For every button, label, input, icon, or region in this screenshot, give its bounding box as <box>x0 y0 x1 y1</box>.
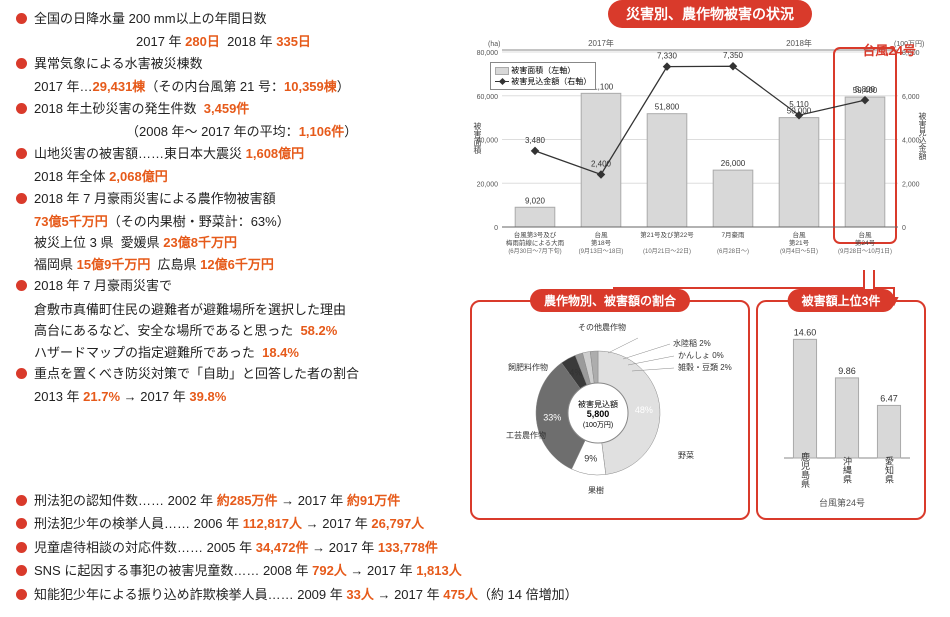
svg-text:工芸農作物: 工芸農作物 <box>506 430 546 440</box>
svg-text:第24号: 第24号 <box>855 238 876 247</box>
svg-text:野菜: 野菜 <box>678 450 694 460</box>
stat-item: 知能犯少年による振り込め詐欺検挙人員…… 2009 年 33人 → 2017 年… <box>16 584 936 605</box>
svg-text:48%: 48% <box>635 405 653 415</box>
svg-text:水陸稲 2%: 水陸稲 2% <box>673 338 711 348</box>
svg-text:被害見込額: 被害見込額 <box>578 399 618 409</box>
chart-legend: 被害面積（左軸） 被害見込金額（右軸） <box>490 62 596 90</box>
stat-item: 2018 年 7 月豪雨災害による農作物被害額 <box>16 188 462 209</box>
svg-text:5,110: 5,110 <box>789 100 809 109</box>
svg-text:雑穀・豆類 2%: 雑穀・豆類 2% <box>678 362 732 372</box>
svg-text:9,020: 9,020 <box>525 196 546 205</box>
svg-text:2017年: 2017年 <box>588 38 614 48</box>
svg-text:梅雨前線による大雨: 梅雨前線による大雨 <box>506 238 565 247</box>
top3-title: 被害額上位3件 <box>788 289 895 312</box>
pie-chart: 48%9%33%4%被害見込額5,800(100万円)野菜果樹工芸農作物飼肥料作… <box>478 308 744 508</box>
svg-text:台風: 台風 <box>595 230 609 239</box>
stat-sub: 高台にあるなど、安全な場所であると思った 58.2% <box>16 320 462 341</box>
typhoon24-callout: 台風24号 <box>863 40 916 59</box>
svg-text:台風: 台風 <box>793 230 807 239</box>
stat-sub: 倉敷市真備町住民の避難者が避難場所を選択した理由 <box>16 299 462 320</box>
stat-item: SNS に起因する事犯の被害児童数…… 2008 年 792人 → 2017 年… <box>16 560 936 581</box>
svg-text:(10月21日〜22日): (10月21日〜22日) <box>643 248 691 255</box>
svg-text:かんしょ 0%: かんしょ 0% <box>678 351 724 360</box>
chart-main-title: 災害別、農作物被害の状況 <box>608 0 812 28</box>
stat-sub: 2017 年 280日 2018 年 335日 <box>16 31 462 52</box>
svg-text:5,800: 5,800 <box>587 409 610 419</box>
svg-text:2018年: 2018年 <box>786 38 812 48</box>
axis-right-label: 被害見込金額 <box>917 112 928 160</box>
stat-item: 児童虐待相談の対応件数…… 2005 年 34,472件 → 2017 年 13… <box>16 537 936 558</box>
top3-panel: 被害額上位3件 14.60鹿児島県9.86沖縄県6.47愛知県台風第24号 <box>756 300 926 520</box>
svg-text:33%: 33% <box>543 412 561 422</box>
svg-text:5,800: 5,800 <box>855 85 876 94</box>
stat-item: 刑法犯の認知件数…… 2002 年 約285万件 → 2017 年 約91万件 <box>16 490 936 511</box>
top3-chart: 14.60鹿児島県9.86沖縄県6.47愛知県台風第24号 <box>764 308 920 508</box>
stat-sub: ハザードマップの指定避難所であった 18.4% <box>16 342 462 363</box>
svg-text:9%: 9% <box>584 453 597 463</box>
svg-text:6.47: 6.47 <box>880 393 898 403</box>
svg-text:鹿児島県: 鹿児島県 <box>800 451 810 489</box>
svg-text:(6月30日〜7月下旬): (6月30日〜7月下旬) <box>508 247 561 255</box>
svg-text:(ha): (ha) <box>488 41 500 48</box>
stat-item: 異常気象による水害被災棟数 <box>16 53 462 74</box>
stat-item: 全国の日降水量 200 mm以上の年間日数 <box>16 8 462 29</box>
svg-text:沖縄県: 沖縄県 <box>842 455 852 484</box>
svg-text:(9月13日〜18日): (9月13日〜18日) <box>579 248 624 255</box>
svg-text:20,000: 20,000 <box>477 181 499 188</box>
stat-sub: 福岡県 15億9千万円 広島県 12億6千万円 <box>16 254 462 275</box>
svg-text:3,480: 3,480 <box>525 136 546 145</box>
svg-text:51,800: 51,800 <box>655 103 680 112</box>
svg-text:第18号: 第18号 <box>591 238 612 247</box>
pie-panel: 農作物別、被害額の割合 48%9%33%4%被害見込額5,800(100万円)野… <box>470 300 750 520</box>
svg-text:(9月28日〜10月1日): (9月28日〜10月1日) <box>838 248 892 255</box>
svg-text:7月豪雨: 7月豪雨 <box>721 230 745 239</box>
stat-item: 2018 年土砂災害の発生件数 3,459件 <box>16 98 462 119</box>
svg-text:2,400: 2,400 <box>591 160 612 169</box>
svg-text:6,000: 6,000 <box>902 94 920 101</box>
stat-sub: 被災上位 3 県 愛媛県 23億8千万円 <box>16 232 462 253</box>
pie-title: 農作物別、被害額の割合 <box>530 289 690 312</box>
svg-text:26,000: 26,000 <box>721 159 746 168</box>
stat-item: 2018 年 7 月豪雨災害で <box>16 275 462 296</box>
svg-text:(100万円): (100万円) <box>583 421 613 429</box>
svg-text:9.86: 9.86 <box>838 366 856 376</box>
svg-text:80,000: 80,000 <box>477 50 499 57</box>
svg-text:(6月28日〜): (6月28日〜) <box>717 248 749 255</box>
svg-text:愛知県: 愛知県 <box>884 455 894 484</box>
svg-text:飼肥料作物: 飼肥料作物 <box>508 362 548 372</box>
stat-sub: 73億5千万円（その内果樹・野菜計：63%） <box>16 211 462 232</box>
svg-text:0: 0 <box>902 225 906 232</box>
svg-text:台風第3号及び: 台風第3号及び <box>514 230 557 239</box>
stat-sub: 2013 年 21.7% → 2017 年 39.8% <box>16 386 462 407</box>
svg-text:2,000: 2,000 <box>902 181 920 188</box>
svg-text:7,330: 7,330 <box>657 52 678 61</box>
svg-text:第21号: 第21号 <box>789 238 810 247</box>
stat-sub: 2018 年全体 2,068億円 <box>16 166 462 187</box>
fullwidth-bullets: 刑法犯の認知件数…… 2002 年 約285万件 → 2017 年 約91万件 … <box>16 490 936 607</box>
svg-text:その他農作物: その他農作物 <box>578 322 626 332</box>
svg-text:14.60: 14.60 <box>794 327 817 337</box>
stat-item: 重点を置くべき防災対策で「自助」と回答した者の割合 <box>16 363 462 384</box>
svg-text:0: 0 <box>494 225 498 232</box>
svg-text:台風: 台風 <box>859 230 873 239</box>
stat-item: 山地災害の被害額……東日本大震災 1,608億円 <box>16 143 462 164</box>
stat-sub: 2017 年…29,431棟（その内台風第 21 号：10,359棟） <box>16 76 462 97</box>
svg-text:第21号及び第22号: 第21号及び第22号 <box>640 230 694 239</box>
svg-text:60,000: 60,000 <box>477 94 499 101</box>
stat-sub: （2008 年〜 2017 年の平均：1,106件） <box>16 121 462 142</box>
axis-left-label: 被害面積 <box>472 122 483 154</box>
svg-text:7,350: 7,350 <box>723 51 744 60</box>
bar-line-chart: 0020,0002,00040,0004,00060,0006,00080,00… <box>470 32 930 292</box>
svg-text:(9月4日〜5日): (9月4日〜5日) <box>780 248 818 255</box>
stat-item: 刑法犯少年の検挙人員…… 2006 年 112,817人 → 2017 年 26… <box>16 513 936 534</box>
